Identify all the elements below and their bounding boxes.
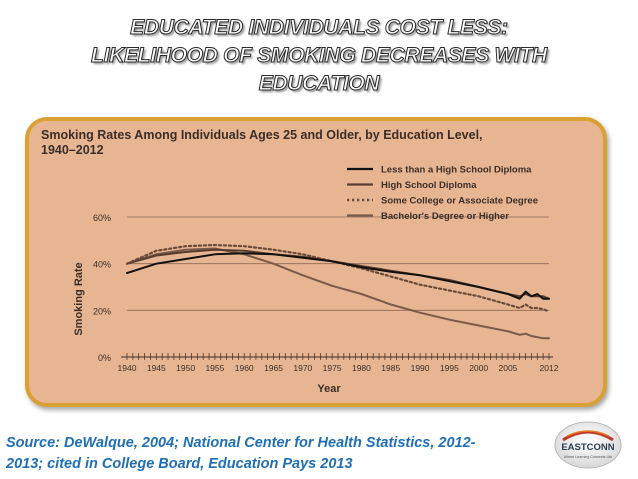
x-tick-label: 1975 bbox=[323, 363, 342, 373]
series-line-2 bbox=[125, 243, 551, 313]
y-tick-label: 40% bbox=[93, 260, 111, 270]
x-tick-label: 1945 bbox=[147, 363, 166, 373]
x-tick-label: 1985 bbox=[381, 363, 400, 373]
slide-title: EDUCATED INDIVIDUALS COST LESS: LIKELIHO… bbox=[60, 14, 578, 98]
chart-title: Smoking Rates Among Individuals Ages 25 … bbox=[41, 128, 483, 157]
x-tick-label: 1965 bbox=[264, 363, 283, 373]
y-tick-label: 60% bbox=[93, 213, 111, 223]
x-axis-label: Year bbox=[317, 383, 341, 395]
x-tick-label: 2000 bbox=[469, 363, 488, 373]
axes: 0% 20% 40% 60% 1940 1945 1950 1955 1960 1965 1970 1… bbox=[93, 213, 559, 373]
x-tick-label: 2012 bbox=[540, 363, 559, 373]
legend-label-0: Less than a High School Diploma bbox=[381, 165, 532, 176]
chart-title-line-1: Smoking Rates Among Individuals Ages 25 … bbox=[41, 128, 483, 142]
slide-title-line-3: EDUCATION bbox=[258, 72, 380, 96]
smoking-rate-chart: Smoking Rates Among Individuals Ages 25 … bbox=[41, 128, 559, 395]
slide-title-line-1: EDUCATED INDIVIDUALS COST LESS: bbox=[130, 16, 509, 40]
x-tick-label: 2005 bbox=[499, 363, 518, 373]
x-tick-label: 1955 bbox=[205, 363, 224, 373]
slide-title-line-2: LIKELIHOOD OF SMOKING DECREASES WITH bbox=[91, 44, 548, 68]
series-line-1 bbox=[126, 248, 550, 300]
x-tick-label: 1960 bbox=[235, 363, 254, 373]
legend-label-2: Some College or Associate Degree bbox=[381, 196, 538, 207]
legend-label-3: Bachelor's Degree or Higher bbox=[381, 211, 509, 222]
x-tick-label: 1940 bbox=[118, 363, 137, 373]
x-tick-label: 1970 bbox=[293, 363, 312, 373]
series-line-0 bbox=[126, 252, 550, 300]
chart-panel: Smoking Rates Among Individuals Ages 25 … bbox=[25, 117, 607, 407]
source-citation: Source: DeWalque, 2004; National Center … bbox=[6, 435, 476, 472]
legend-label-1: High School Diploma bbox=[381, 180, 477, 191]
chart-title-line-2: 1940–2012 bbox=[41, 143, 104, 157]
x-tick-label: 1980 bbox=[352, 363, 371, 373]
logo-tagline: Where Learning Connects Life bbox=[564, 455, 613, 459]
logo-wordmark: EASTCONN bbox=[561, 442, 614, 453]
y-axis-label: Smoking Rate bbox=[73, 262, 85, 335]
eastconn-logo: EASTCONN Where Learning Connects Life bbox=[553, 420, 623, 470]
x-tick-label: 1995 bbox=[440, 363, 459, 373]
eastconn-logo-mark: EASTCONN Where Learning Connects Life bbox=[554, 421, 622, 469]
x-tick-label: 1990 bbox=[411, 363, 430, 373]
x-tick-label: 1950 bbox=[176, 363, 195, 373]
series-lines bbox=[125, 243, 551, 340]
y-tick-label: 0% bbox=[98, 353, 111, 363]
y-tick-label: 20% bbox=[93, 306, 111, 316]
legend: Less than a High School Diploma High Scho… bbox=[347, 165, 538, 222]
